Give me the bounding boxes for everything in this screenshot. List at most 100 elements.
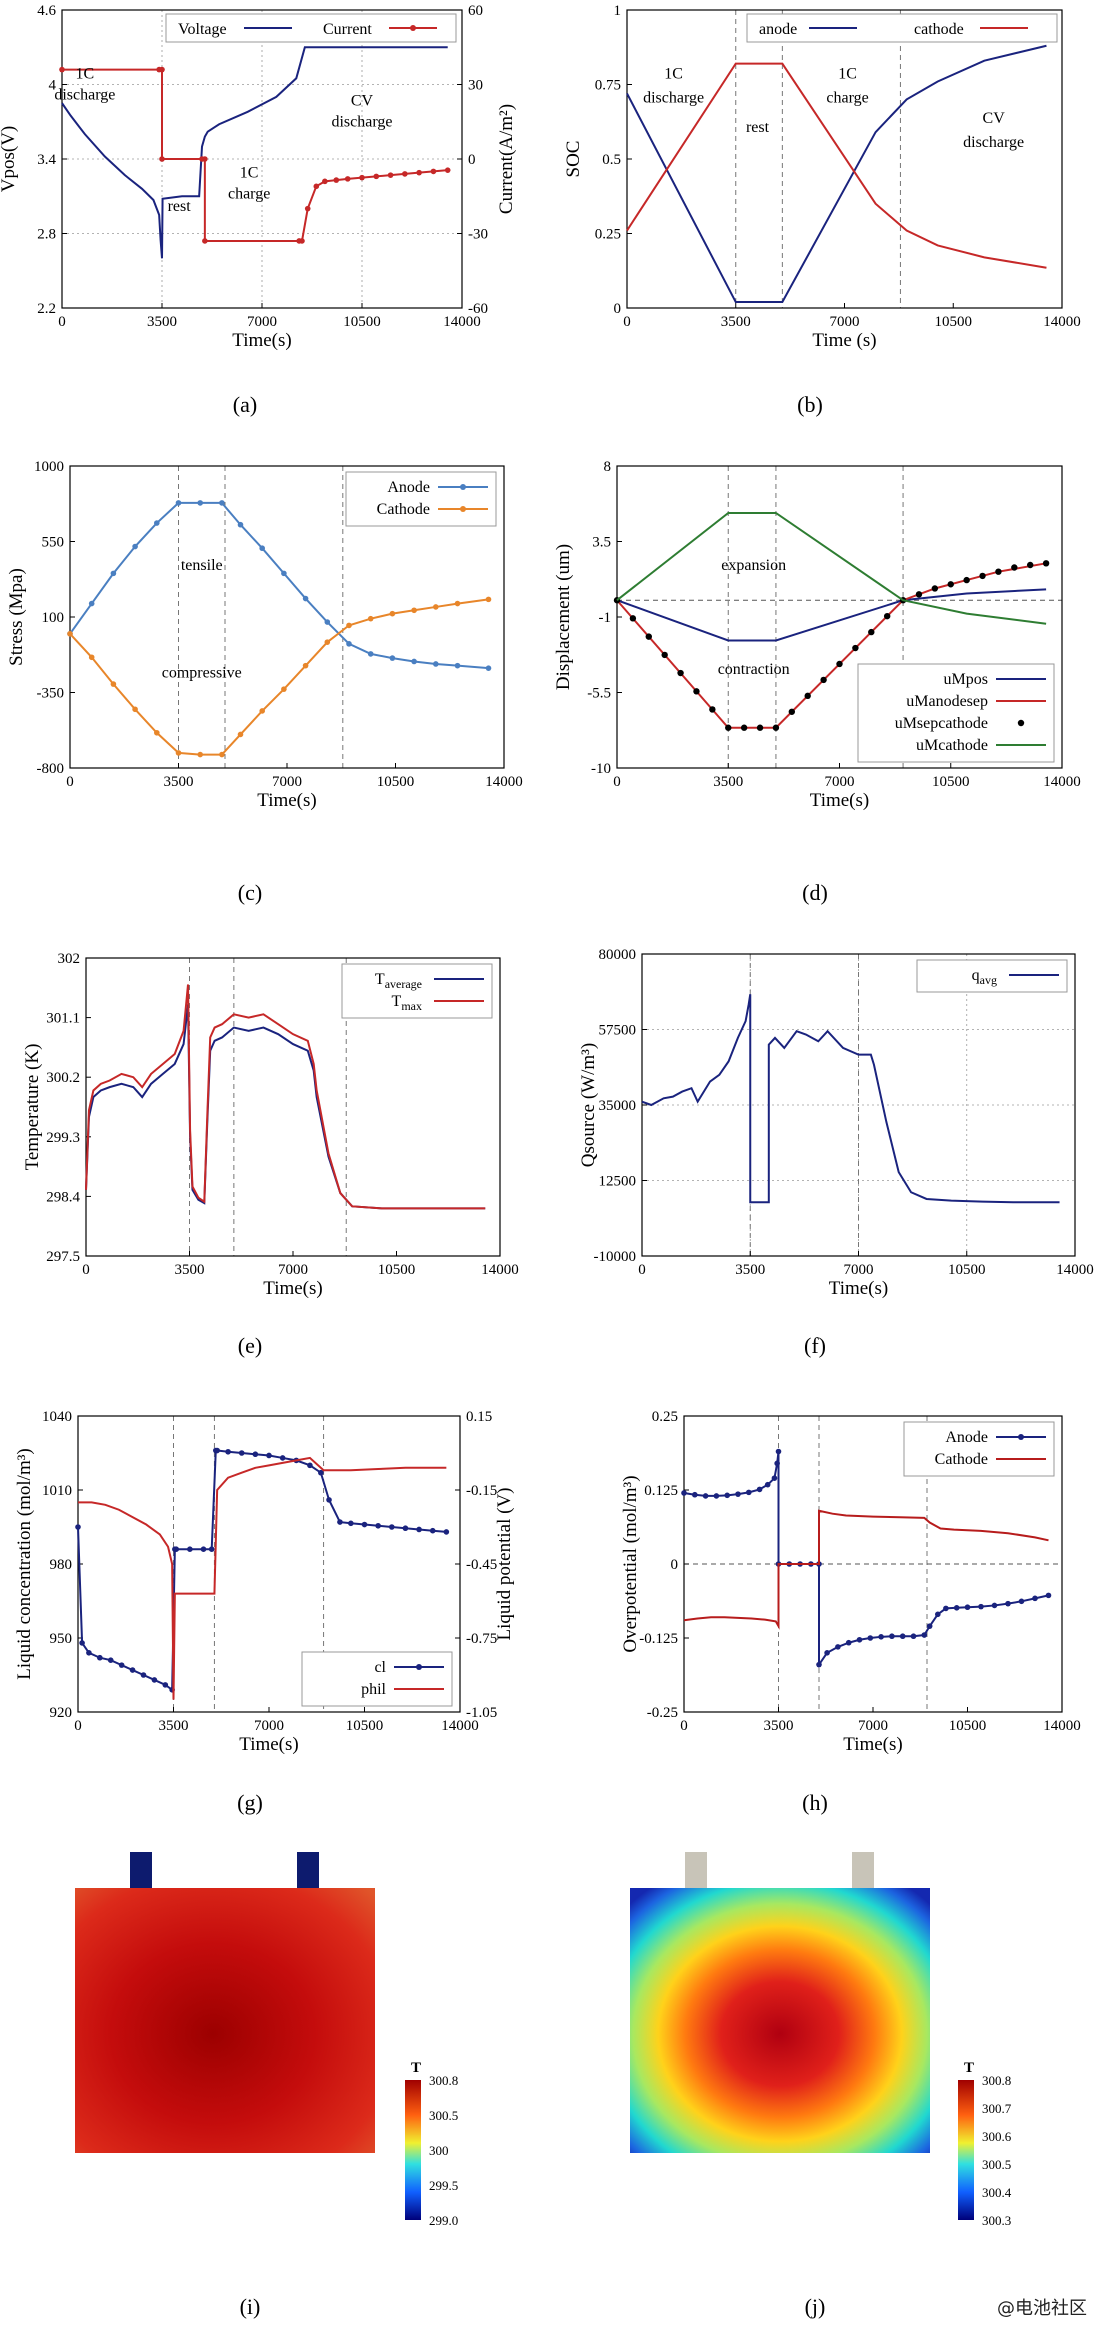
series-line-phil	[78, 1456, 447, 1700]
series-line-Voltage	[61, 46, 448, 259]
data-point	[835, 1644, 841, 1650]
legend-label: Current	[323, 21, 372, 38]
caption: (h)	[802, 1790, 828, 1815]
x-tick-label: 10500	[935, 314, 973, 330]
y-tick-label: 0	[614, 301, 622, 317]
data-point	[333, 177, 340, 183]
data-point	[947, 581, 954, 588]
data-point	[1032, 1595, 1038, 1602]
y-axis-label: Overpotential (mol/m³)	[620, 1475, 641, 1652]
data-point	[735, 1491, 741, 1497]
data-point	[836, 660, 843, 668]
x-tick-label: 14000	[1043, 314, 1081, 330]
x-tick-label: 10500	[378, 1262, 416, 1278]
colorbar-tick-label: 300.4	[982, 2185, 1012, 2200]
data-point	[820, 676, 827, 684]
data-point	[724, 1492, 730, 1499]
data-point	[324, 619, 331, 625]
legend	[341, 963, 493, 1019]
y-tick-label: 302	[58, 951, 81, 967]
data-point	[740, 724, 748, 731]
data-point	[175, 750, 182, 756]
legend	[345, 471, 497, 527]
data-point	[1011, 564, 1018, 571]
legend-label: anode	[759, 21, 797, 38]
data-point	[159, 66, 165, 73]
data-point	[444, 167, 451, 173]
x-tick-label: 7000	[254, 1718, 284, 1734]
y2-tick-label: 60	[468, 3, 483, 19]
y2-tick-label: -0.75	[466, 1631, 497, 1647]
x-tick-label: 7000	[858, 1718, 888, 1734]
x-tick-label: 0	[58, 314, 66, 330]
data-point	[375, 1522, 381, 1529]
y-tick-label: 980	[50, 1557, 73, 1573]
y-tick-label: -10	[591, 761, 611, 777]
caption: (j)	[805, 2294, 826, 2319]
data-point	[429, 1527, 436, 1534]
series-line-uMpos	[616, 588, 1047, 642]
plot-frame	[626, 9, 1063, 309]
data-point	[661, 651, 668, 659]
data-point	[348, 1520, 354, 1527]
y-tick-label: 298.4	[46, 1189, 80, 1205]
data-point	[154, 520, 160, 526]
series-line-cathode	[626, 62, 1047, 269]
x-tick-label: 3500	[159, 1718, 189, 1734]
data-point	[214, 1447, 220, 1454]
data-point	[225, 1448, 231, 1455]
x-tick-label: 14000	[443, 314, 481, 330]
series-line-Anode	[69, 501, 489, 670]
data-point	[709, 706, 716, 713]
caption: (b)	[797, 392, 823, 417]
x-tick-label: 0	[82, 1262, 90, 1278]
chart-e: 0 3500 7000 10500 14000 297.5 298.4 299.3 300.2 3…	[22, 951, 519, 1358]
data-point	[788, 708, 796, 715]
data-point	[304, 205, 311, 212]
caption: (i)	[240, 2294, 261, 2319]
annotation: rest	[168, 198, 192, 215]
y-tick-label: 0.5	[602, 152, 621, 168]
y-tick-label: 4	[49, 78, 57, 94]
x-tick-label: 3500	[175, 1262, 205, 1278]
data-point	[252, 1451, 259, 1458]
y2-tick-label: -0.15	[466, 1483, 497, 1499]
data-point	[110, 570, 117, 577]
colorbar-tick-label: 300.8	[982, 2073, 1011, 2088]
data-point	[1027, 561, 1034, 569]
x-tick-label: 10500	[932, 774, 970, 790]
x-tick-label: 0	[638, 1262, 646, 1278]
x-tick-label: 14000	[481, 1262, 519, 1278]
legend-label: Cathode	[935, 1451, 988, 1468]
data-point	[302, 595, 309, 602]
data-point	[197, 500, 203, 506]
x-tick-label: 7000	[844, 1262, 874, 1278]
data-point	[67, 630, 73, 637]
legend-marker	[416, 1664, 422, 1670]
data-point	[219, 500, 225, 506]
data-point	[702, 1493, 709, 1499]
legend-label: Tmax	[392, 993, 422, 1013]
data-point	[979, 572, 986, 580]
x-tick-label: 3500	[164, 774, 194, 790]
series-line-q_avg	[641, 994, 1060, 1204]
data-point	[187, 1546, 193, 1552]
y-tick-label: 297.5	[46, 1249, 80, 1265]
data-point	[774, 1460, 780, 1467]
x-tick-label: 10500	[343, 314, 381, 330]
y-tick-label: 950	[50, 1631, 73, 1647]
y-tick-label: 300.2	[46, 1070, 80, 1086]
y-tick-label: 1000	[34, 459, 64, 475]
annotation: 1C	[664, 66, 683, 83]
data-point	[322, 178, 328, 185]
y-tick-label: 0.25	[595, 227, 621, 243]
data-point	[173, 1546, 180, 1552]
annotation: CV	[983, 110, 1006, 127]
data-point	[118, 1662, 125, 1668]
annotation: CV	[351, 93, 374, 110]
data-point	[238, 1450, 245, 1456]
x-tick-label: 10500	[948, 1262, 986, 1278]
chart-b: 0 3500 7000 10500 14000 0 0.25 0.5 0.75 1 Time (s)…	[563, 3, 1081, 417]
y-tick-label: 1010	[42, 1483, 72, 1499]
